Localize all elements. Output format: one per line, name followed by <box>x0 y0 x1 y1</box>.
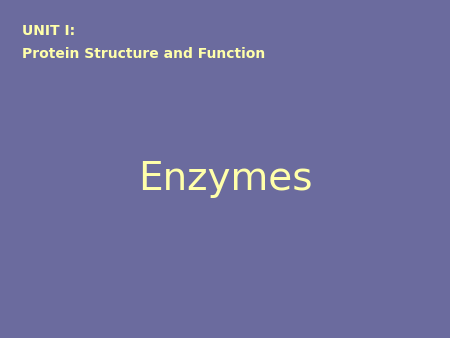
Text: Protein Structure and Function: Protein Structure and Function <box>22 47 266 61</box>
Text: Enzymes: Enzymes <box>138 160 312 198</box>
Text: UNIT I:: UNIT I: <box>22 24 76 38</box>
